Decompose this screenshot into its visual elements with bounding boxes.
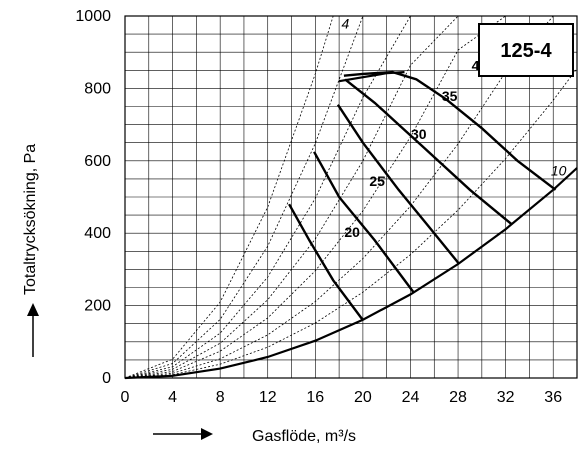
speed-curve-40 (343, 70, 557, 191)
model-label: 125-4 (500, 40, 552, 62)
y-tick-label: 600 (84, 153, 111, 170)
x-tick-label: 16 (306, 389, 324, 406)
x-tick-label: 8 (216, 389, 225, 406)
x-tick-label: 32 (497, 389, 515, 406)
y-tick-label: 200 (84, 298, 111, 315)
x-tick-label: 24 (402, 389, 420, 406)
curve-labels: 2025303540410 (341, 16, 566, 240)
y-tick-label: 0 (102, 370, 111, 387)
x-tick-label: 28 (449, 389, 467, 406)
plot-border (124, 15, 578, 379)
system-line-label-4: 4 (341, 16, 349, 32)
y-axis-title: Totaltrycksökning, Pa (22, 144, 39, 295)
y-tick-labels: 0 200 400 600 800 1000 (75, 8, 111, 387)
model-box: 125-4 (478, 23, 574, 77)
speed-curve-30 (336, 104, 461, 265)
y-axis-arrow (27, 303, 39, 357)
x-axis-arrow (153, 428, 213, 440)
y-tick-label: 400 (84, 225, 111, 242)
x-tick-label: 36 (544, 389, 562, 406)
x-tick-label: 0 (121, 389, 130, 406)
x-axis-title: Gasflöde, m³/s (252, 428, 356, 445)
system-line-label-10: 10 (551, 162, 567, 178)
system-line (124, 167, 578, 379)
speed-curve-20 (288, 203, 364, 321)
speed-curve-35 (344, 78, 513, 226)
x-tick-label: 4 (168, 389, 177, 406)
system-line (124, 167, 578, 379)
speed-label-35: 35 (442, 88, 458, 104)
system-line (124, 68, 578, 379)
x-tick-label: 12 (259, 389, 277, 406)
model-box-frame (478, 23, 574, 77)
system-line (124, 15, 488, 379)
y-tick-label: 1000 (75, 8, 111, 25)
speed-label-20: 20 (344, 224, 360, 240)
y-tick-label: 800 (84, 80, 111, 97)
speed-curve-25 (313, 151, 415, 294)
x-tick-labels: 0 4 8 12 16 20 24 28 32 36 (121, 389, 563, 406)
speed-label-25: 25 (369, 173, 385, 189)
x-tick-label: 20 (354, 389, 372, 406)
system-line (124, 15, 381, 379)
plot-frame (124, 15, 578, 379)
lower-limit-curve (124, 167, 578, 380)
main-curves (124, 70, 578, 380)
speed-label-30: 30 (411, 126, 427, 142)
